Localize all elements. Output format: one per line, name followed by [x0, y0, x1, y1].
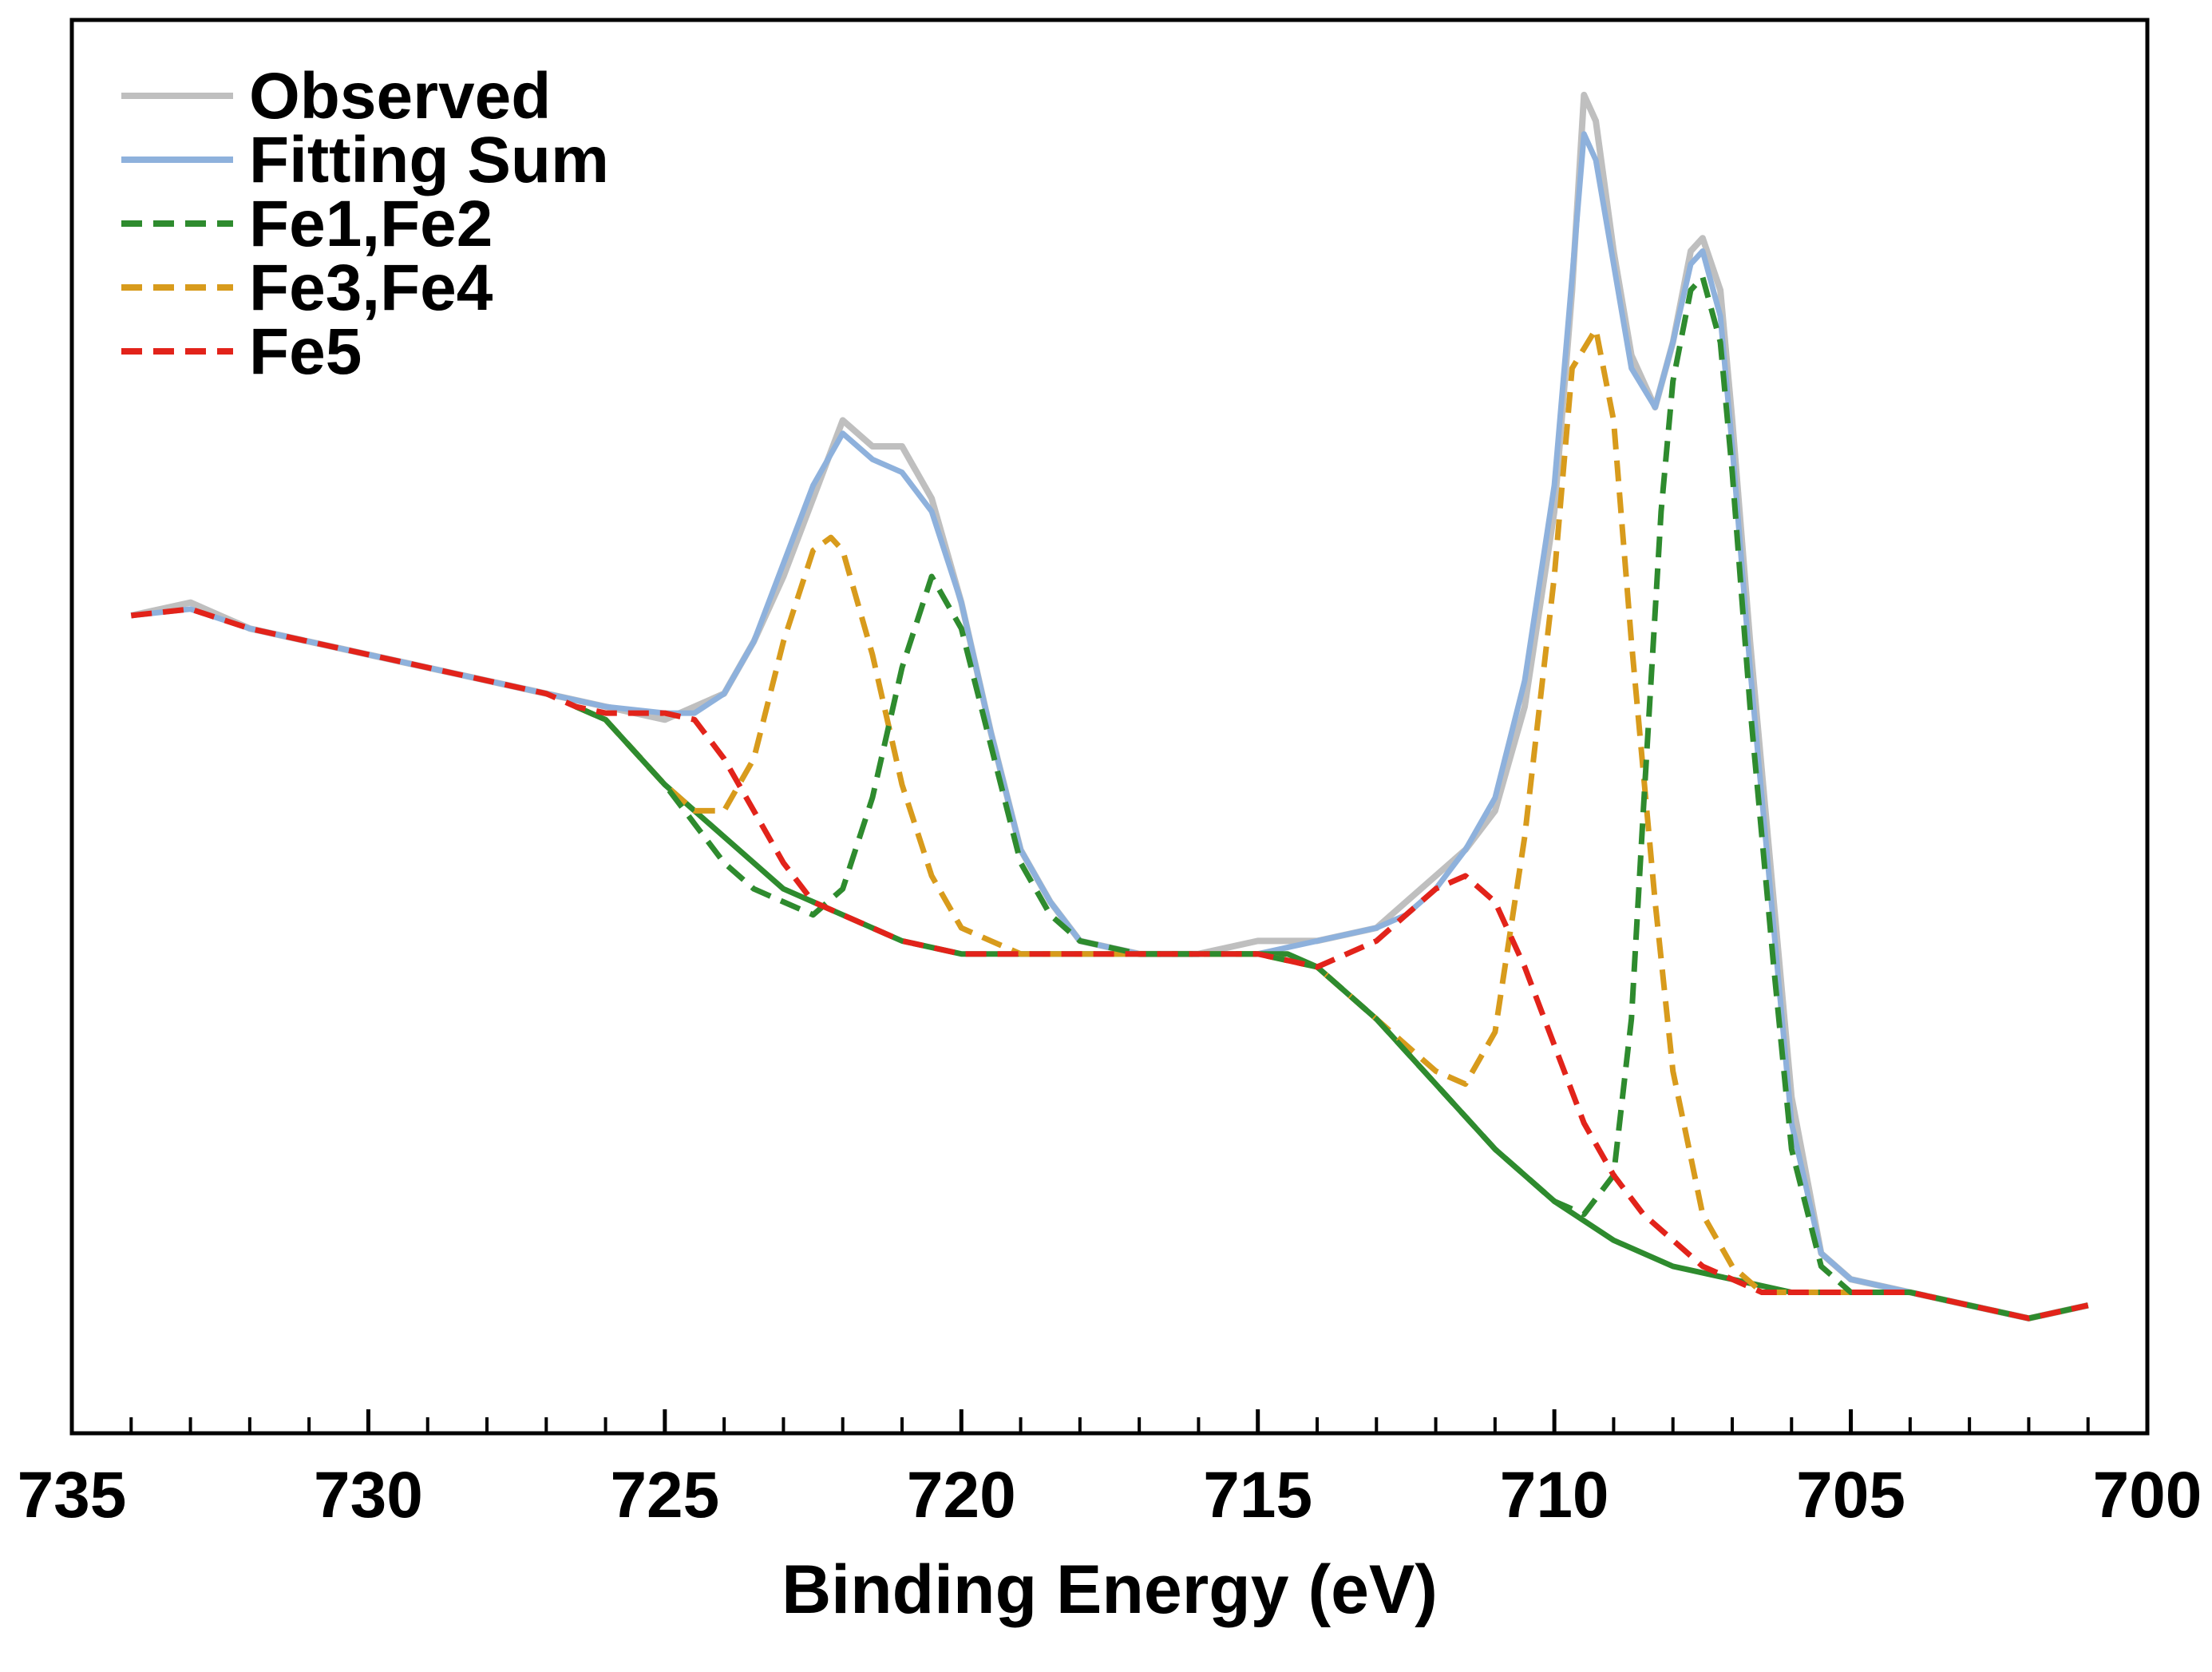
series-line-fe5	[130, 606, 2089, 1321]
series-line-fe3-fe4	[574, 326, 2089, 1321]
tick-label-layer: 735 730 725 720 715 710 705 700	[18, 1459, 2202, 1531]
x-tick-label-700: 700	[2093, 1459, 2202, 1531]
plot-frame	[69, 18, 2150, 1436]
legend-label-fe3-fe4: Fe3,Fe4	[249, 252, 493, 324]
series-layer	[130, 91, 2089, 1322]
x-tick-label-730: 730	[314, 1459, 423, 1531]
legend-label-fitting-sum: Fitting Sum	[249, 124, 609, 196]
legend-label-fe1-fe2: Fe1,Fe2	[249, 188, 493, 260]
x-tick-label-735: 735	[18, 1459, 127, 1531]
legend-label-fe5: Fe5	[249, 315, 362, 388]
x-tick-label-715: 715	[1203, 1459, 1312, 1531]
x-tick-label-720: 720	[907, 1459, 1016, 1531]
x-tick-label-705: 705	[1796, 1459, 1905, 1531]
x-tick-label-725: 725	[610, 1459, 719, 1531]
x-tick-label-710: 710	[1500, 1459, 1609, 1531]
series-line-fe1-fe2	[574, 274, 2089, 1321]
tick-layer	[69, 1409, 2150, 1433]
legend-label-observed: Observed	[249, 60, 551, 133]
x-axis-title: Binding Energy (eV)	[782, 1551, 1438, 1628]
